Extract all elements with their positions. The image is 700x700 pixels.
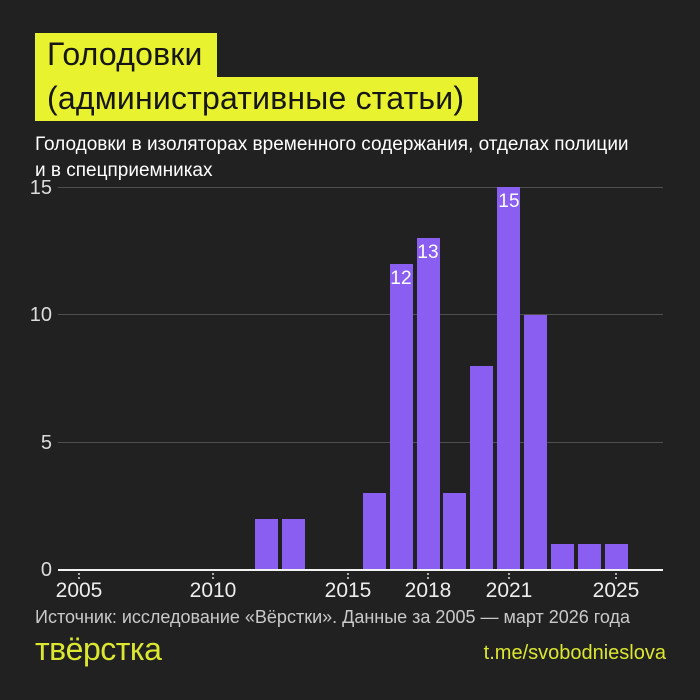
bar-2025 <box>605 544 628 570</box>
x-axis-line <box>58 569 663 571</box>
telegram-link: t.me/svobodnieslova <box>483 642 666 664</box>
bar-2024 <box>578 544 601 570</box>
x-axis-label-2021: 2021 <box>485 579 533 602</box>
x-tick-mark-2025 <box>615 573 617 579</box>
bar-2017 <box>390 264 413 570</box>
y-axis-label: 0 <box>40 559 52 581</box>
gridline-15 <box>58 187 663 188</box>
bar-value-label-2017: 12 <box>390 268 412 289</box>
x-axis-label-2005: 2005 <box>55 579 103 602</box>
x-tick-mark-2010 <box>212 573 214 579</box>
y-axis-label: 15 <box>29 177 52 199</box>
x-axis-label-2025: 2025 <box>592 579 640 602</box>
bar-2021 <box>497 187 520 570</box>
bar-2020 <box>470 366 493 570</box>
page-title: Голодовки (административные статьи) <box>35 33 479 121</box>
x-axis-label-2010: 2010 <box>189 579 237 602</box>
x-axis-label-2015: 2015 <box>324 579 372 602</box>
gridline-10 <box>58 314 663 315</box>
bar-2013 <box>282 519 305 570</box>
title-highlight-2: (административные статьи) <box>35 77 479 121</box>
bar-value-label-2018: 13 <box>417 242 439 263</box>
bar-2022 <box>524 315 547 570</box>
x-axis-label-2018: 2018 <box>404 579 452 602</box>
x-tick-mark-2021 <box>508 573 510 579</box>
subtitle-line-2: и в спецприемниках <box>35 160 213 181</box>
bar-2018 <box>417 238 440 570</box>
bar-2023 <box>551 544 574 570</box>
x-tick-mark-2018 <box>427 573 429 579</box>
bar-2019 <box>443 493 466 570</box>
title-highlight-1: Голодовки <box>35 33 217 77</box>
gridline-5 <box>58 442 663 443</box>
bar-value-label-2021: 15 <box>498 191 520 212</box>
chart-subtitle: Голодовки в изоляторах временного содерж… <box>35 132 629 184</box>
x-tick-mark-2005 <box>78 573 80 579</box>
bar-2016 <box>363 493 386 570</box>
title-line-1: Голодовки <box>35 33 217 77</box>
y-axis-label: 10 <box>29 304 52 326</box>
verstka-logo: твёрстка <box>35 631 162 667</box>
x-tick-mark-2015 <box>347 573 349 579</box>
subtitle-line-1: Голодовки в изоляторах временного содерж… <box>35 134 629 155</box>
title-line-2: (административные статьи) <box>35 77 479 121</box>
y-axis-label: 5 <box>40 432 52 454</box>
source-note: Источник: исследование «Вёрстки». Данные… <box>35 607 631 627</box>
bar-2012 <box>255 519 278 570</box>
